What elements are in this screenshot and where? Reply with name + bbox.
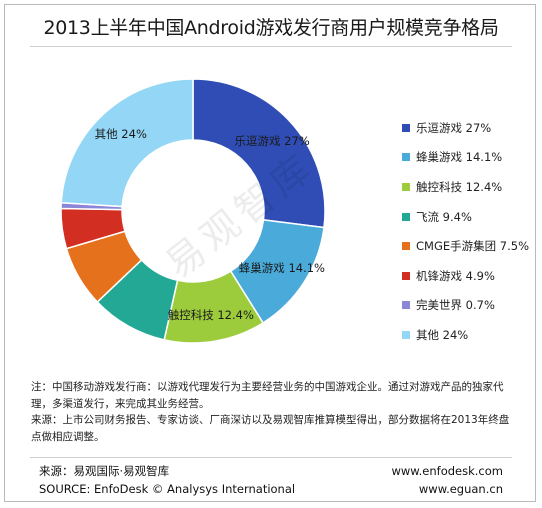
legend-swatch [402, 271, 410, 280]
data-label-chukong: 触控科技 12.4% [168, 308, 254, 322]
legend-item-cmge: CMGE手游集团 7.5% [402, 231, 534, 261]
legend-item-other: 其他 24% [402, 320, 534, 350]
legend-label: 乐逗游戏 27% [416, 120, 492, 135]
footer-url-eguan[interactable]: www.eguan.cn [418, 481, 503, 496]
data-label-fengchao: 蜂巢游戏 14.1% [239, 261, 325, 275]
footer-url-enfodesk[interactable]: www.enfodesk.com [391, 464, 503, 478]
donut-slice-ledou [192, 78, 326, 229]
legend-swatch [402, 242, 410, 251]
legend-label: 机锋游戏 4.9% [416, 268, 495, 283]
legend-label: 蜂巢游戏 14.1% [416, 150, 503, 165]
legend-label: 其他 24% [416, 327, 469, 342]
legend-swatch [402, 212, 410, 221]
legend-label: 飞流 9.4% [416, 209, 472, 224]
legend-item-wanmei: 完美世界 0.7% [402, 291, 534, 321]
note-definition: 注：中国移动游戏发行商：以游戏代理发行为主要经营业务的中国游戏企业。通过对游戏产… [31, 381, 504, 410]
legend-item-fengchao: 蜂巢游戏 14.1% [402, 143, 534, 173]
legend-item-chukong: 触控科技 12.4% [402, 172, 534, 202]
data-label-ledou: 乐逗游戏 27% [235, 134, 310, 148]
legend-label: 完美世界 0.7% [416, 298, 495, 313]
legend-label: 触控科技 12.4% [416, 179, 503, 194]
legend-swatch [402, 153, 410, 162]
legend-swatch [402, 330, 410, 339]
footer-source-en: SOURCE: EnfoDesk © Analysys Internationa… [39, 481, 296, 496]
legend-swatch [402, 301, 410, 310]
footer-divider [30, 457, 512, 458]
donut-slice-other [60, 78, 194, 208]
data-label-other: 其他 24% [95, 127, 147, 141]
footer-source-cn: 来源：易观国际·易观智库 [39, 464, 170, 478]
legend-swatch [402, 182, 410, 191]
chart-title: 2013上半年中国Android游戏发行商用户规模竞争格局 [43, 17, 499, 39]
legend-item-feiliu: 飞流 9.4% [402, 202, 534, 232]
chart-notes: 注：中国移动游戏发行商：以游戏代理发行为主要经营业务的中国游戏企业。通过对游戏产… [31, 379, 511, 445]
title-divider [30, 46, 512, 47]
legend-swatch [402, 123, 410, 132]
legend-item-ledou: 乐逗游戏 27% [402, 113, 534, 143]
legend-item-jifeng: 机锋游戏 4.9% [402, 261, 534, 291]
chart-footer: 来源：易观国际·易观智库 www.enfodesk.com SOURCE: En… [39, 463, 503, 498]
legend-label: CMGE手游集团 7.5% [416, 239, 530, 254]
chart-legend: 乐逗游戏 27% 蜂巢游戏 14.1% 触控科技 12.4% 飞流 9.4% CMGE手… [402, 113, 534, 350]
note-source: 来源：上市公司财务报告、专家访谈、厂商深访以及易观智库推算模型得出，部分数据将在… [31, 414, 510, 443]
